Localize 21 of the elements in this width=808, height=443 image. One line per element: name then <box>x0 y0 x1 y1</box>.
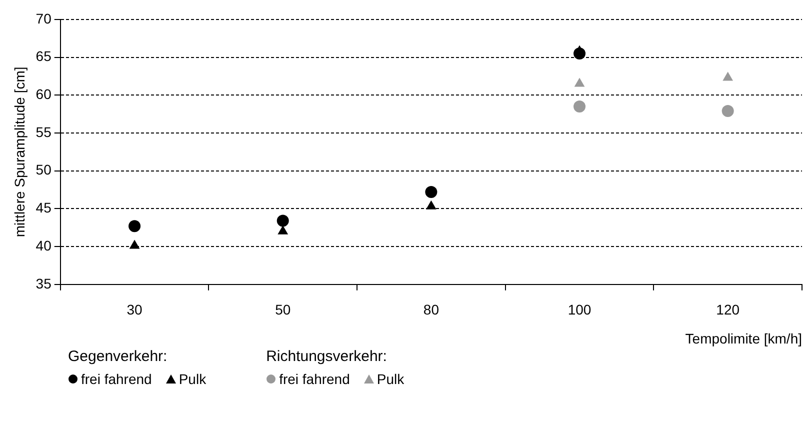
text: Richtungsverkehr: <box>266 348 388 365</box>
x-tick-label: 80 <box>423 302 440 318</box>
text: Gegenverkehr: <box>68 348 168 365</box>
y-tick-label: 60 <box>36 86 52 102</box>
legend-label: Pulk <box>376 371 404 387</box>
y-axis-title: mittlere Spuramplitude [cm] <box>11 66 28 238</box>
y-tick-label: 65 <box>36 48 52 64</box>
legend-label: Pulk <box>178 371 206 387</box>
y-tick-label: 50 <box>36 162 52 178</box>
x-tick-label: 30 <box>126 302 143 318</box>
x-tick-label: 120 <box>716 302 740 318</box>
x-tick-label: 100 <box>568 302 592 318</box>
y-tick-label: 55 <box>36 124 52 140</box>
y-tick-label: 40 <box>36 237 52 254</box>
legend-label: frei fahrend <box>278 371 350 387</box>
y-tick-label: 35 <box>36 275 52 292</box>
x-tick-label: 50 <box>275 302 291 318</box>
x-axis-title: Tempolimite [km/h] <box>685 330 802 346</box>
y-tick-label: 70 <box>36 10 52 26</box>
y-tick-label: 45 <box>36 200 52 216</box>
legend-label: frei fahrend <box>80 371 152 387</box>
